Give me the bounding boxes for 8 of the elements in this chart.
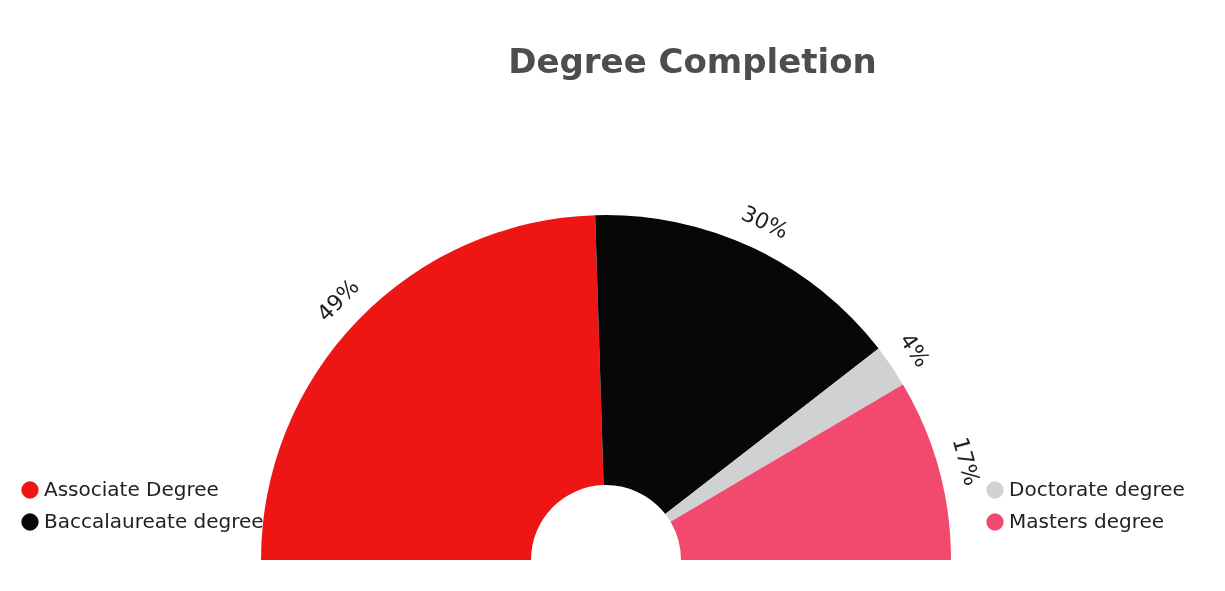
legend-label: Baccalaureate degree [44, 509, 264, 533]
legend-label: Masters degree [1009, 509, 1165, 533]
data-label: 17% [947, 434, 985, 489]
data-label: 4% [894, 328, 936, 372]
legend-label: Doctorate degree [1009, 477, 1185, 501]
chart-title: Degree Completion [508, 41, 877, 81]
data-label: 30% [737, 200, 793, 244]
legend-label: Associate Degree [44, 477, 219, 501]
